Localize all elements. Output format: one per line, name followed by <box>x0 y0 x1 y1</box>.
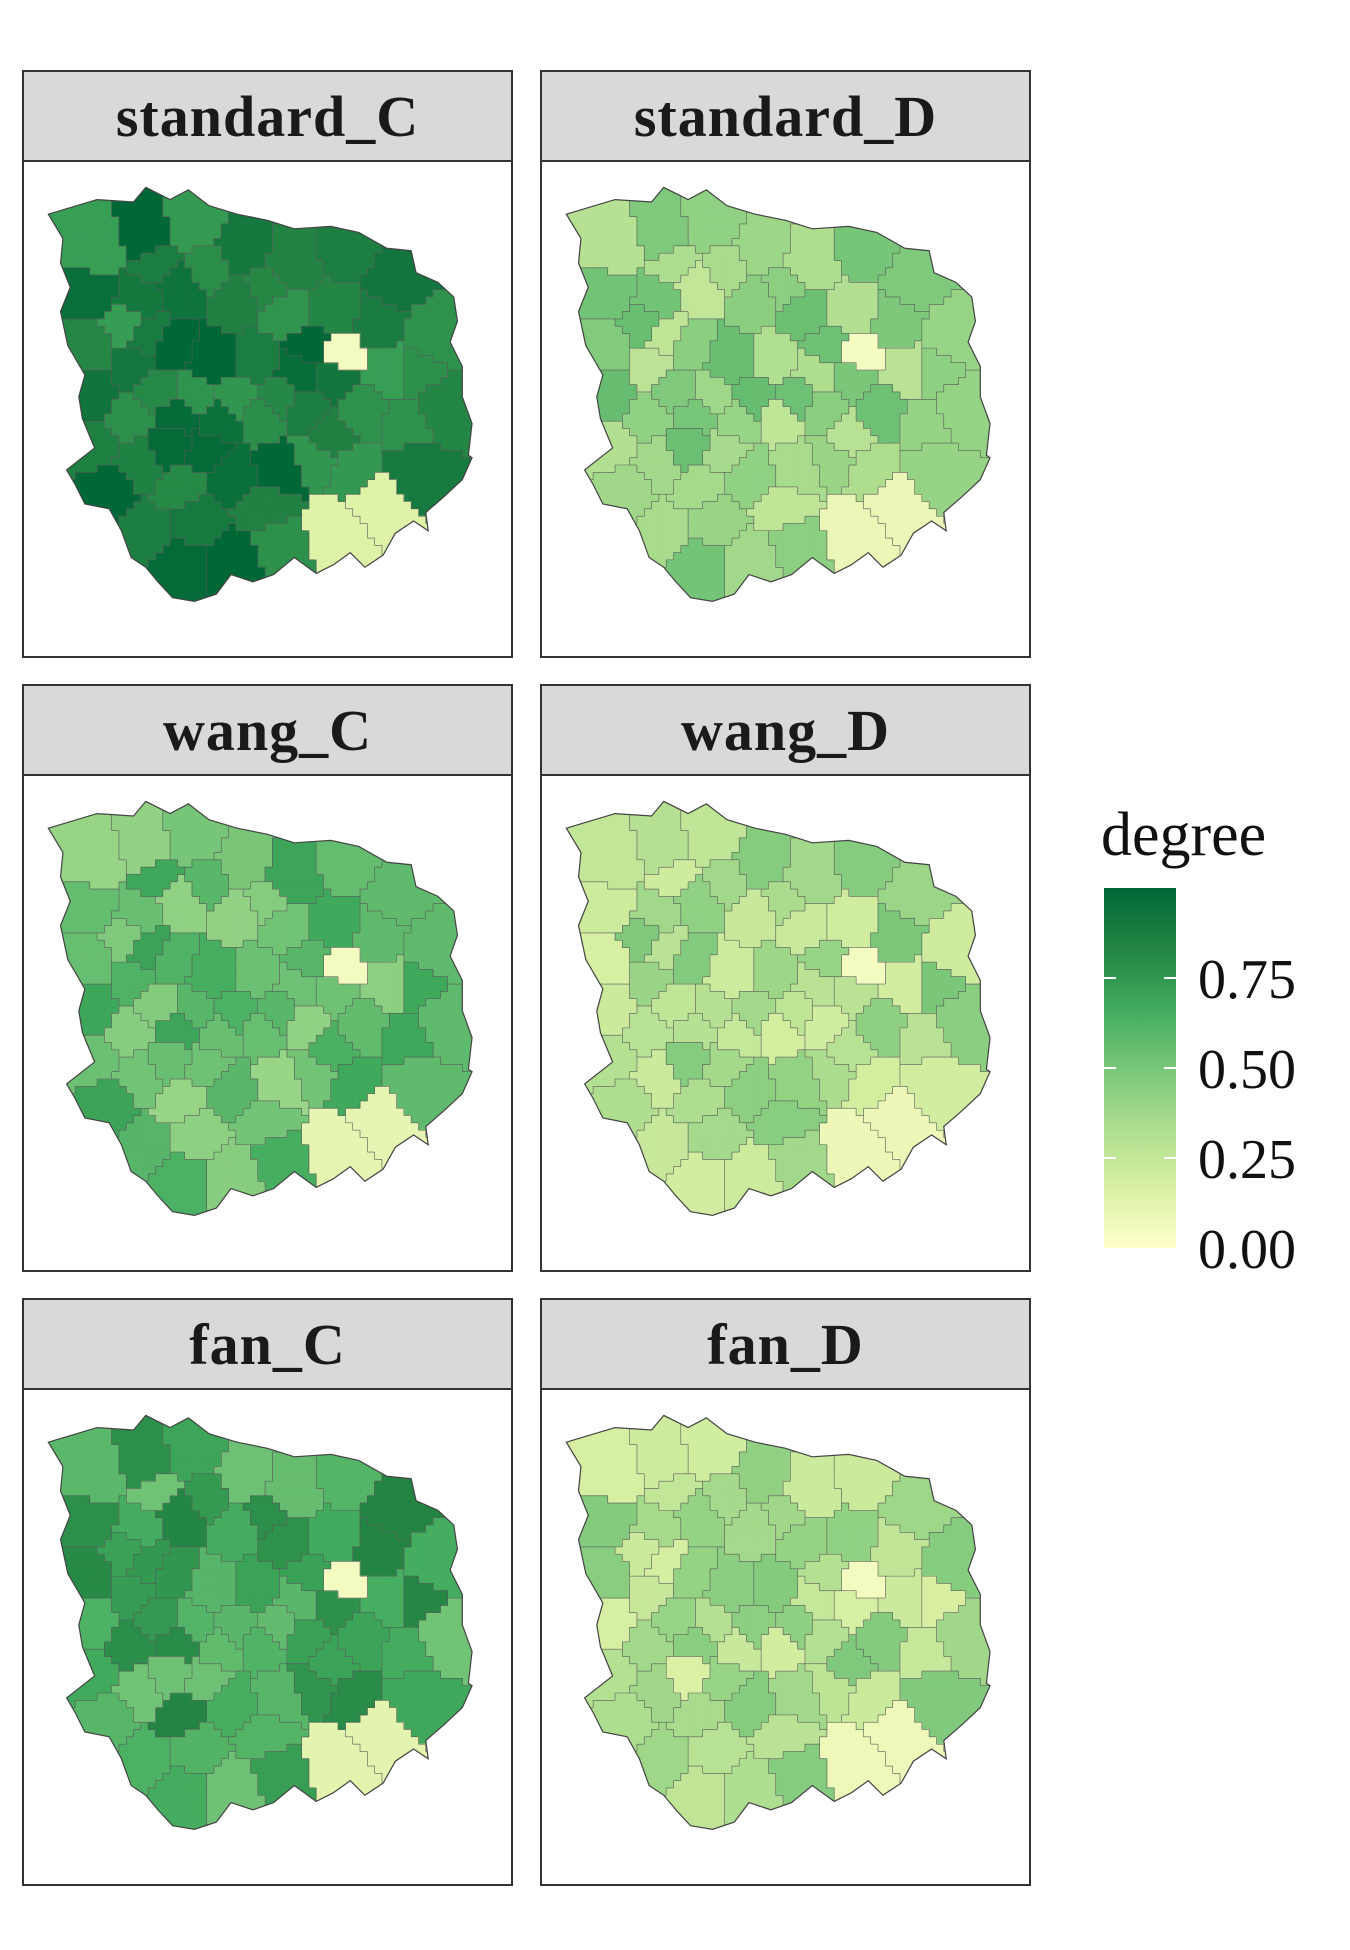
map-district <box>418 362 473 473</box>
facet-panel-wang-c: wang_C <box>22 684 513 1272</box>
map-district <box>566 932 631 992</box>
map-district <box>936 1590 991 1701</box>
legend-title: degree <box>1101 801 1267 869</box>
facet-label: standard_D <box>633 83 938 149</box>
map-district <box>936 976 991 1087</box>
map-district <box>566 1107 689 1216</box>
map-district <box>48 369 120 422</box>
map-district <box>566 493 689 602</box>
region-outline <box>47 186 473 602</box>
map-district <box>48 1721 171 1830</box>
facet-label: standard_C <box>115 83 420 149</box>
map-district <box>695 369 733 415</box>
map-district <box>936 362 991 473</box>
map-district <box>724 1670 777 1738</box>
map-district <box>403 245 473 371</box>
legend-tick-label: 0.25 <box>1198 1129 1296 1191</box>
legend-tick-label: 0.75 <box>1198 949 1296 1011</box>
legend-colorbar <box>1104 888 1176 1248</box>
map-district <box>746 486 828 532</box>
region-outline <box>47 1414 473 1830</box>
facet-label: fan_C <box>189 1311 346 1377</box>
map-district <box>147 428 193 473</box>
legend-tick-label: 0.50 <box>1198 1039 1296 1101</box>
facet-strip: wang_D <box>542 686 1029 776</box>
map-district <box>566 1721 689 1830</box>
map-district <box>403 1473 473 1599</box>
map-district <box>403 859 473 985</box>
map-district <box>48 318 113 378</box>
facet-strip: standard_C <box>24 72 511 162</box>
map-district <box>184 318 237 386</box>
facet-label: wang_C <box>162 697 373 763</box>
map-district <box>48 801 127 890</box>
choropleth-map <box>542 1390 1029 1884</box>
facet-label: wang_D <box>680 697 891 763</box>
facet-panel-standard-c: standard_C <box>22 70 513 658</box>
map-district <box>381 1626 434 1679</box>
map-district <box>242 1626 288 1679</box>
map-district <box>566 318 631 378</box>
map-district <box>673 1012 718 1051</box>
legend-tick-label: 0.00 <box>1198 1219 1296 1281</box>
facet-strip: wang_C <box>24 686 511 776</box>
map-district <box>308 274 361 334</box>
map-district <box>566 187 645 276</box>
facet-strip: standard_D <box>542 72 1029 162</box>
choropleth-map <box>542 776 1029 1270</box>
map-district <box>702 245 747 298</box>
map-district <box>418 976 473 1087</box>
map-district <box>48 1415 127 1504</box>
facet-panel-standard-d: standard_D <box>540 70 1031 658</box>
map-district <box>48 932 113 992</box>
map-district <box>566 1546 631 1606</box>
map-district <box>899 442 991 602</box>
choropleth-map <box>24 1390 511 1884</box>
map-district <box>48 187 127 276</box>
map-district <box>695 1597 733 1643</box>
map-district <box>381 1056 473 1216</box>
map-district <box>899 1056 991 1216</box>
facet-panel-wang-d: wang_D <box>540 684 1031 1272</box>
region-outline <box>565 186 991 602</box>
facet-panel-fan-d: fan_D <box>540 1298 1031 1886</box>
map-district <box>308 888 361 948</box>
choropleth-map <box>24 162 511 656</box>
choropleth-map <box>542 162 1029 656</box>
map-district <box>48 493 171 602</box>
facet-panel-fan-c: fan_C <box>22 1298 513 1886</box>
map-district <box>804 391 850 437</box>
map-district <box>418 1590 473 1701</box>
map-district <box>48 1107 171 1216</box>
map-district <box>753 939 799 1000</box>
map-district <box>899 1012 952 1065</box>
map-district <box>566 1415 645 1504</box>
facet-label: fan_D <box>707 1311 864 1377</box>
map-district <box>235 1553 281 1614</box>
map-district <box>279 1553 332 1592</box>
map-district <box>403 1575 449 1628</box>
map-district <box>921 859 991 985</box>
choropleth-map <box>24 776 511 1270</box>
facet-strip: fan_D <box>542 1300 1029 1390</box>
map-district <box>566 801 645 890</box>
map-district <box>48 1546 113 1606</box>
map-district <box>899 1670 991 1830</box>
map-district <box>177 1597 215 1643</box>
map-district <box>381 442 473 602</box>
region-outline <box>565 1414 991 1830</box>
region-outline <box>47 800 473 1216</box>
map-district <box>921 245 991 371</box>
map-district <box>566 369 638 422</box>
map-district <box>308 1502 361 1562</box>
map-district <box>381 1670 473 1830</box>
map-district <box>673 318 718 371</box>
region-outline <box>565 800 991 1216</box>
facet-strip: fan_C <box>24 1300 511 1390</box>
map-district <box>228 1714 310 1760</box>
map-district <box>614 917 660 963</box>
map-district <box>695 983 733 1029</box>
map-district <box>921 1473 991 1599</box>
